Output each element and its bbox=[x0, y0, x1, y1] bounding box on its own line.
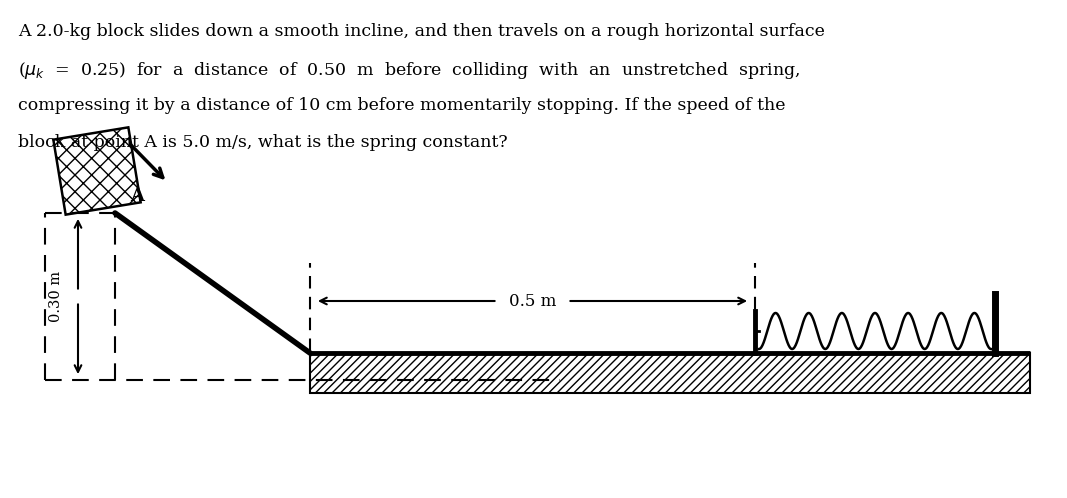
Text: 0.30 m: 0.30 m bbox=[49, 271, 63, 322]
Text: 0.5 m: 0.5 m bbox=[509, 292, 556, 309]
Text: A: A bbox=[130, 187, 144, 205]
Text: A 2.0-kg block slides down a smooth incline, and then travels on a rough horizon: A 2.0-kg block slides down a smooth incl… bbox=[18, 23, 825, 40]
Text: block at point A is 5.0 m/s, what is the spring constant?: block at point A is 5.0 m/s, what is the… bbox=[18, 134, 508, 151]
Text: ($\mu_k$  =  0.25)  for  a  distance  of  0.50  m  before  colliding  with  an  : ($\mu_k$ = 0.25) for a distance of 0.50 … bbox=[18, 60, 800, 81]
Text: compressing it by a distance of 10 cm before momentarily stopping. If the speed : compressing it by a distance of 10 cm be… bbox=[18, 97, 785, 114]
Polygon shape bbox=[310, 353, 1030, 393]
Polygon shape bbox=[53, 127, 141, 215]
